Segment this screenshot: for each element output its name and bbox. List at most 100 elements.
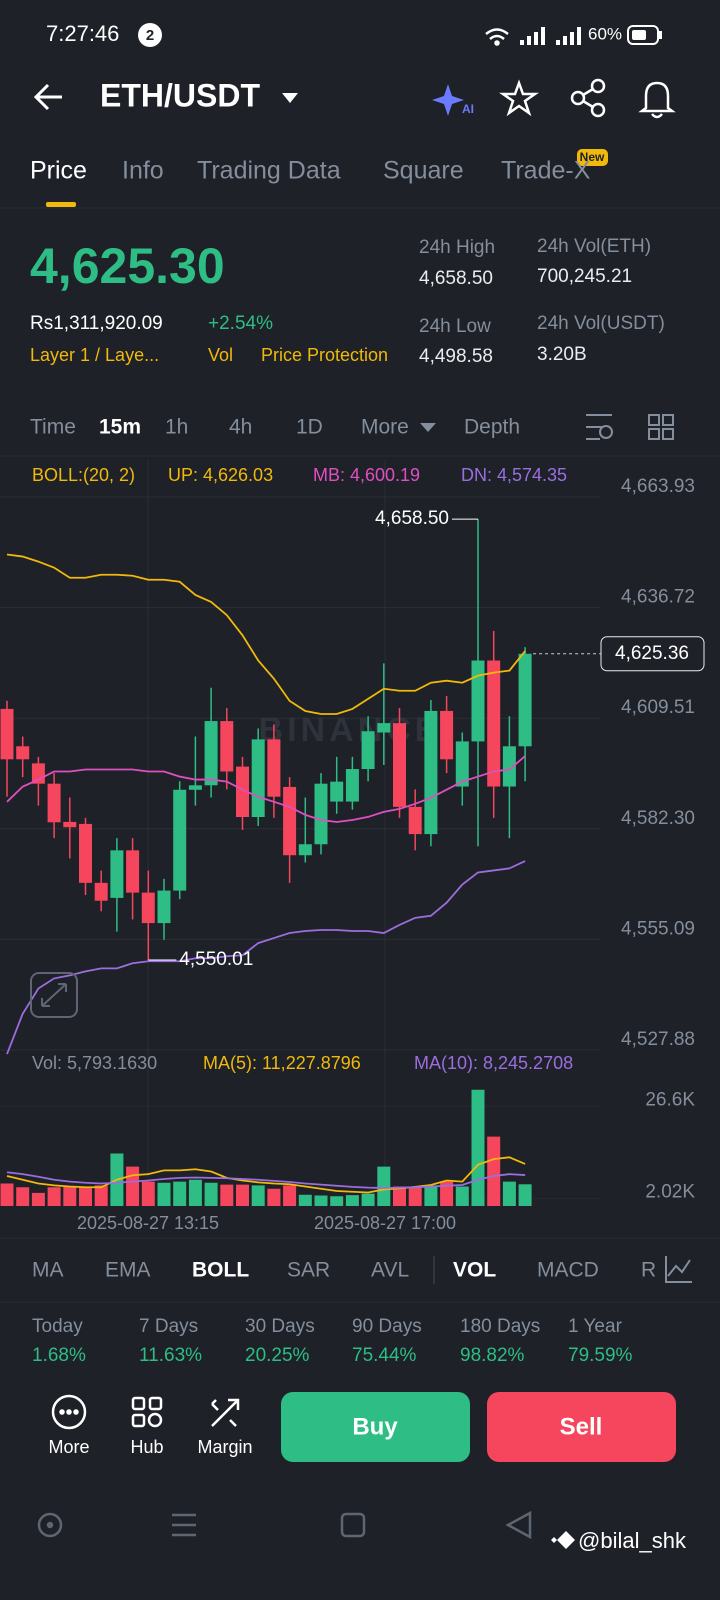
volume-bar — [236, 1184, 249, 1206]
volume-bar — [502, 1181, 516, 1206]
volume-bar — [141, 1181, 155, 1206]
tab[interactable]: Price — [30, 157, 87, 185]
boll-dn-legend: DN: 4,574.35 — [461, 465, 567, 485]
volume-bar — [518, 1184, 532, 1206]
volume-ma5-line — [6, 1156, 526, 1194]
candle-body — [361, 731, 375, 770]
action-label[interactable]: Margin — [197, 1437, 252, 1457]
volume-bar — [31, 1192, 45, 1206]
interval[interactable]: 1D — [296, 416, 323, 439]
y-tick-label: 4,555.09 — [621, 918, 695, 939]
share-button[interactable] — [570, 78, 606, 118]
ai-button[interactable] — [432, 84, 464, 116]
candle-body — [330, 781, 344, 802]
tab-indicator — [46, 202, 76, 207]
sell-button[interactable] — [487, 1392, 676, 1462]
notification-badge — [138, 23, 162, 47]
chart-settings-button[interactable] — [586, 414, 613, 440]
tag[interactable]: Price Protection — [261, 345, 388, 365]
candle-body — [471, 660, 485, 742]
candle-body — [94, 882, 108, 901]
period-label: 90 Days — [352, 1316, 422, 1337]
tab[interactable]: Trading Data — [197, 157, 341, 185]
y-tick-label: 4,663.93 — [621, 476, 695, 497]
indicator-tab[interactable]: MA — [32, 1259, 64, 1282]
action-label[interactable]: Hub — [130, 1437, 163, 1457]
y-tick-label: 4,527.88 — [621, 1029, 695, 1050]
tag[interactable]: Layer 1 / Laye... — [30, 345, 159, 365]
indicator-tab[interactable]: AVL — [371, 1259, 409, 1282]
indicator-tab[interactable]: MACD — [537, 1259, 599, 1282]
stat-label: 24h Low — [419, 316, 491, 337]
indicator-tab[interactable]: SAR — [287, 1259, 330, 1282]
volume-bar — [204, 1182, 218, 1206]
wifi-icon — [485, 28, 509, 46]
indicator-tab[interactable]: EMA — [105, 1259, 151, 1282]
tab[interactable]: Square — [383, 157, 464, 185]
x-tick-label: 2025-08-27 13:15 — [77, 1213, 219, 1233]
boll-dn-line — [6, 860, 526, 1055]
indicator-settings[interactable] — [665, 1256, 692, 1283]
stat-label: 24h High — [419, 237, 495, 258]
period-label: 30 Days — [245, 1316, 315, 1337]
candle-body — [173, 789, 187, 891]
candle-body — [345, 769, 359, 802]
ai-label: AI — [462, 102, 474, 116]
new-badge-bg — [577, 149, 608, 166]
candle-body — [204, 721, 218, 786]
back-button[interactable] — [33, 83, 62, 111]
candle-body — [236, 766, 249, 818]
sell-label[interactable]: Sell — [560, 1413, 603, 1440]
interval[interactable]: More — [361, 416, 409, 439]
clock: 7:27:46 — [46, 21, 119, 46]
stat-value: 4,658.50 — [419, 268, 493, 289]
layout-button[interactable] — [648, 414, 674, 440]
pair-title[interactable]: ETH/USDT — [100, 77, 260, 113]
stat-value: 700,245.21 — [537, 266, 632, 287]
more-dropdown[interactable] — [420, 423, 436, 432]
interval[interactable]: Depth — [464, 416, 520, 439]
candle-body — [126, 850, 140, 893]
interval[interactable]: 1h — [165, 416, 188, 439]
volume-bar — [157, 1182, 171, 1206]
last-price: 4,625.30 — [30, 238, 225, 294]
candle-body — [440, 710, 454, 760]
action-label[interactable]: More — [48, 1437, 89, 1457]
volume-bar — [283, 1185, 297, 1206]
candle-body — [0, 708, 14, 760]
candle-body — [220, 721, 234, 772]
favorite-button[interactable] — [499, 79, 539, 117]
volume-bar — [126, 1166, 140, 1206]
price-change: +2.54% — [208, 313, 273, 334]
tab[interactable]: Info — [122, 157, 164, 185]
tab[interactable]: Trade-X — [501, 157, 591, 185]
candle-body — [393, 723, 406, 807]
candle-body — [424, 710, 438, 835]
volume-ma10-line — [6, 1171, 526, 1189]
tag[interactable]: Vol — [208, 345, 233, 365]
volume-bar — [393, 1186, 406, 1206]
volume-tick-label: 2.02K — [645, 1181, 695, 1202]
interval[interactable]: 15m — [99, 416, 141, 439]
y-tick-label: 4,609.51 — [621, 697, 695, 718]
volume-bar — [440, 1181, 454, 1206]
candle-body — [63, 821, 77, 828]
alert-button[interactable] — [638, 81, 676, 119]
indicator-tab[interactable]: R — [641, 1259, 656, 1282]
new-badge: New — [580, 150, 605, 164]
pair-dropdown[interactable] — [282, 93, 298, 103]
watermark-logo — [551, 1531, 575, 1549]
period-label: 1 Year — [568, 1316, 623, 1337]
system-nav — [37, 1510, 532, 1540]
buy-button[interactable] — [281, 1392, 470, 1462]
buy-label[interactable]: Buy — [352, 1413, 398, 1440]
fullscreen-button[interactable] — [30, 972, 78, 1018]
interval[interactable]: 4h — [229, 416, 252, 439]
indicator-tab[interactable]: VOL — [453, 1259, 496, 1282]
volume-bar — [408, 1186, 422, 1206]
y-tick-label: 4,582.30 — [621, 808, 695, 829]
x-tick-label: 2025-08-27 17:00 — [314, 1213, 456, 1233]
indicator-tab[interactable]: BOLL — [192, 1259, 249, 1282]
volume-legend: Vol: 5,793.1630 — [32, 1053, 157, 1073]
